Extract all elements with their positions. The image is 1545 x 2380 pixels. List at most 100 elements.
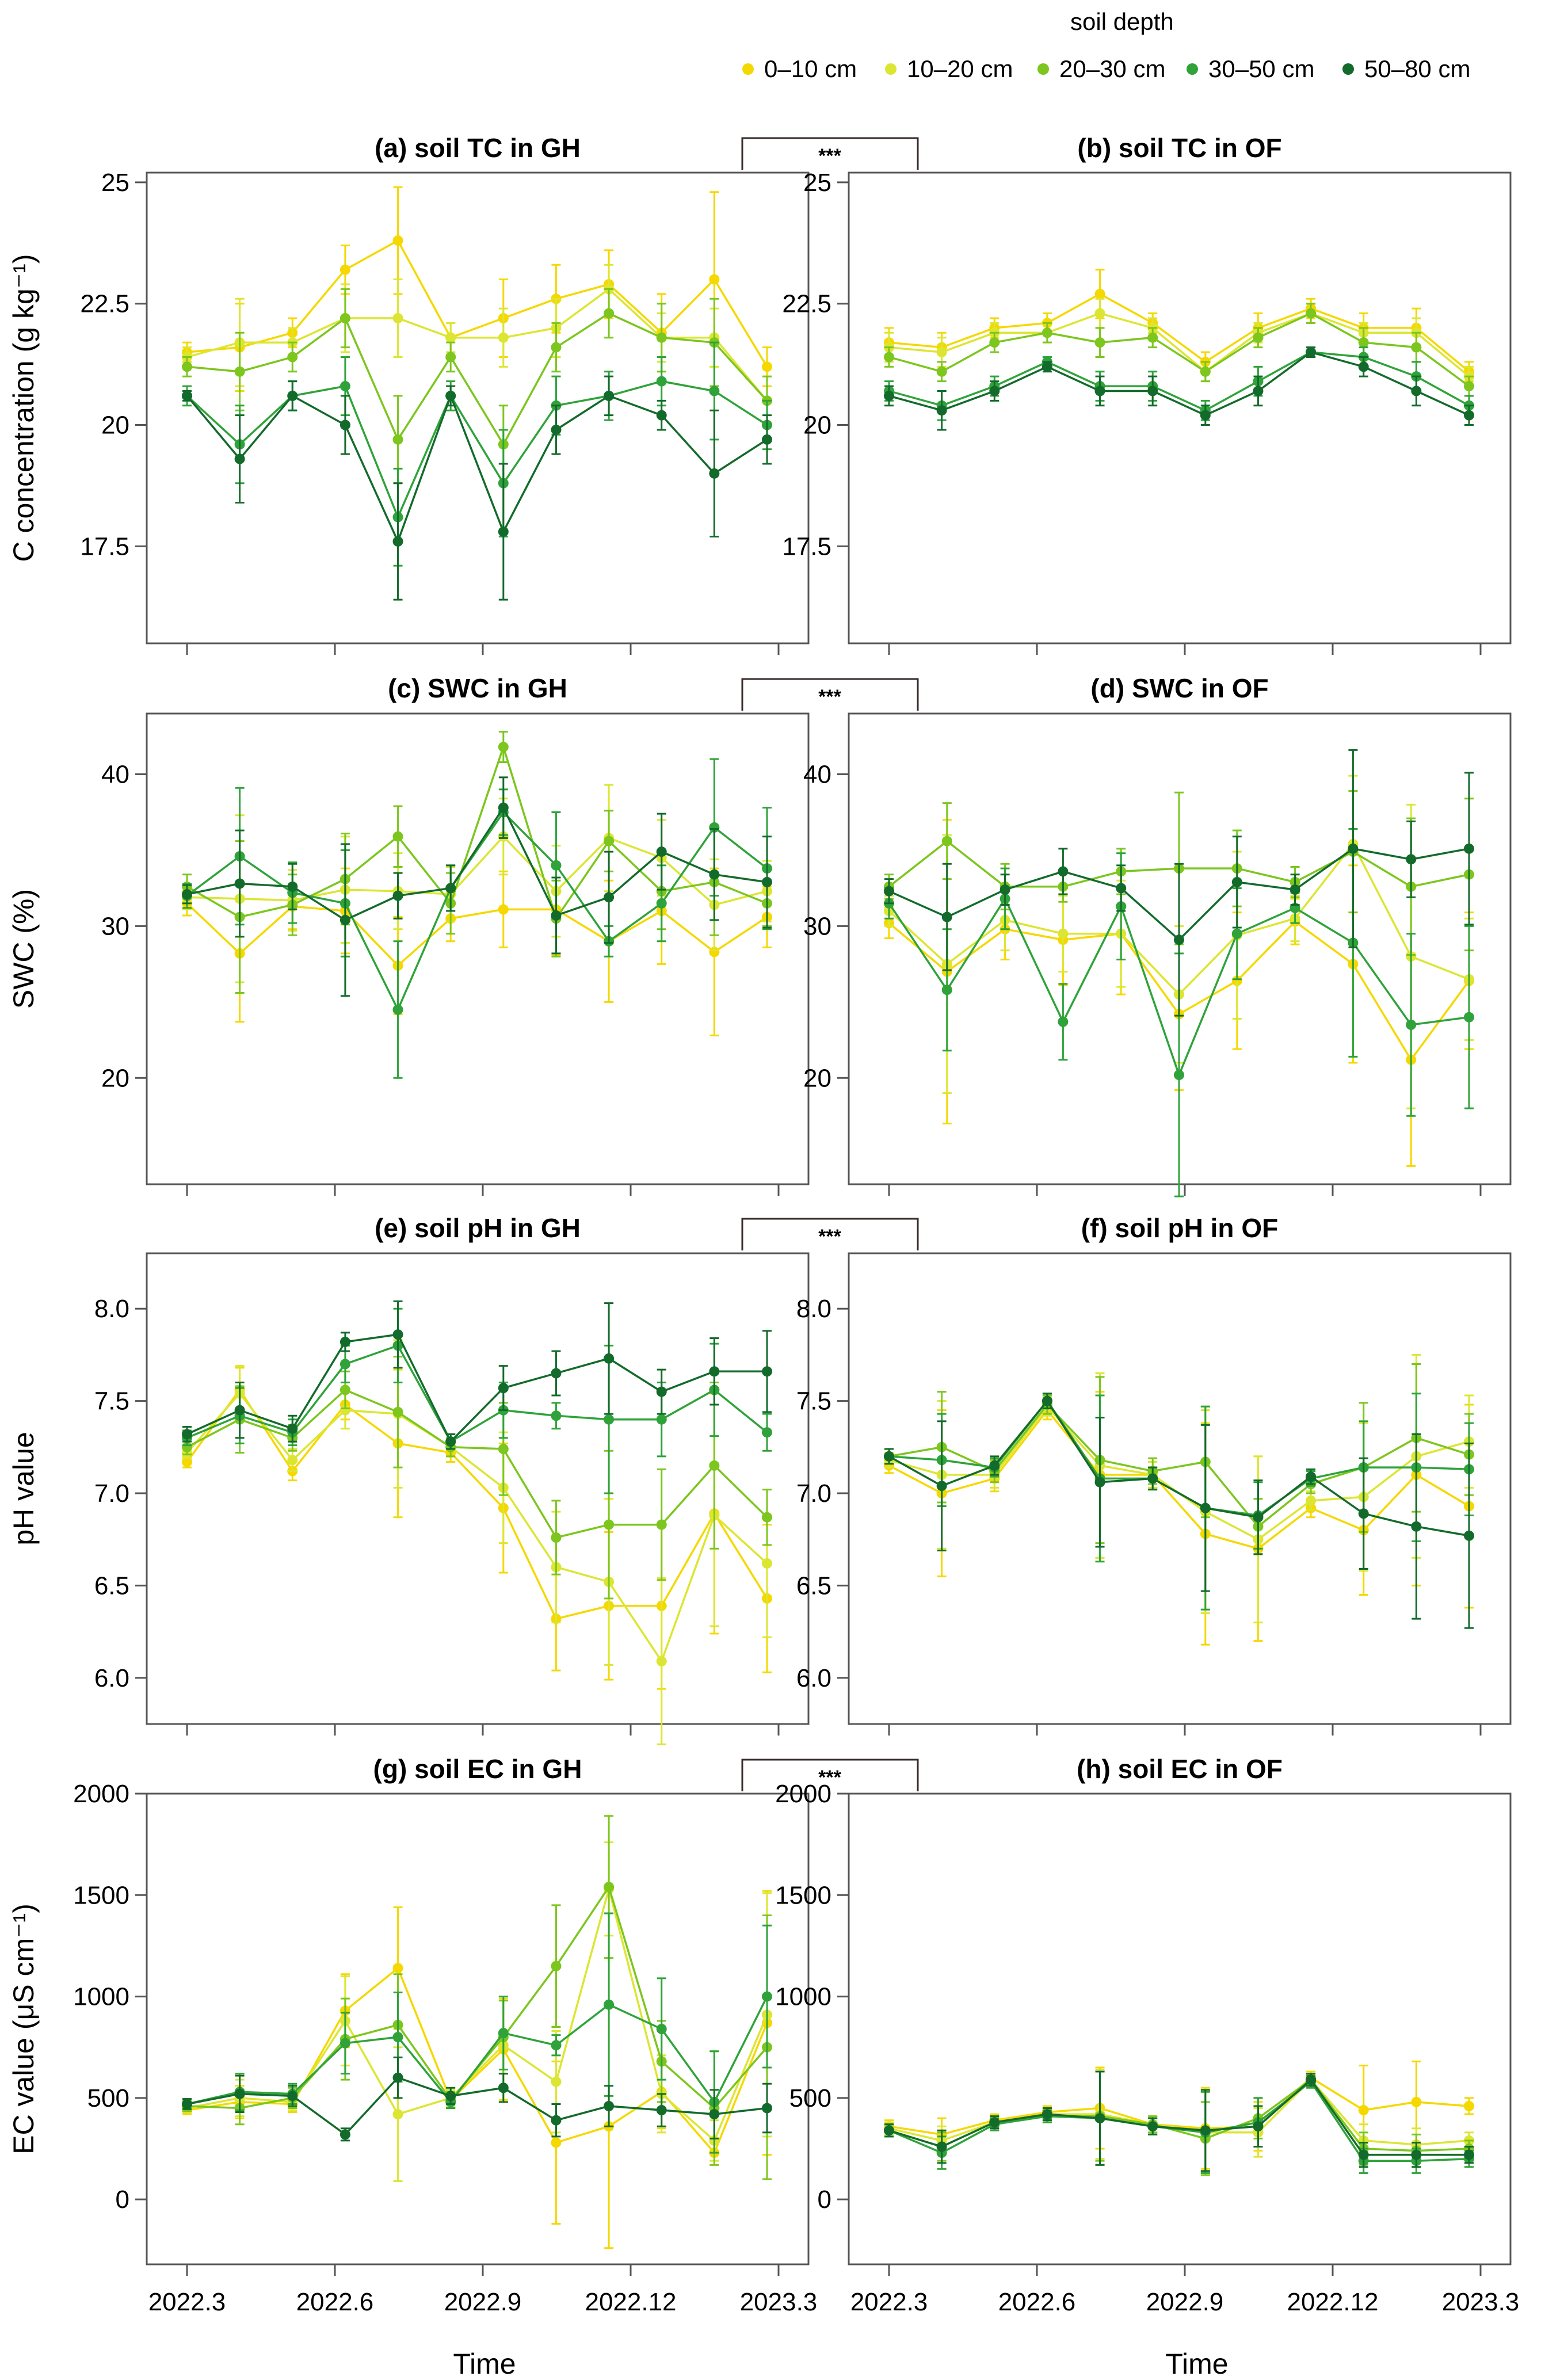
data-point: [709, 386, 720, 396]
y-tick-label: 25: [101, 169, 129, 197]
y-tick-label: 40: [803, 761, 831, 789]
data-point: [762, 2103, 772, 2114]
x-tick-label: 2023.3: [740, 2288, 818, 2316]
data-point: [656, 2024, 667, 2034]
data-point: [392, 2109, 403, 2120]
data-point: [884, 352, 894, 363]
data-point: [445, 352, 456, 363]
series-line: [888, 351, 1470, 417]
panel-8: (h) soil EC in OF 0 500 1000 1500 2000 2022.3 2…: [775, 1754, 1519, 2316]
series-5: [884, 749, 1474, 1017]
series-4: [182, 758, 772, 1079]
data-point: [1406, 854, 1417, 865]
legend-label: 30–50 cm: [1208, 55, 1314, 82]
data-point: [339, 914, 350, 925]
data-point: [941, 985, 952, 996]
x-tick-label: 2022.9: [1146, 2288, 1224, 2316]
data-point: [1306, 347, 1317, 358]
panel-5: (e) soil pH in GH 6.0 6.5 7.0 7.5 8.0 pH value: [7, 1213, 810, 1745]
y-tick-label: 7.0: [796, 1479, 831, 1508]
data-point: [551, 2040, 562, 2051]
data-point: [1147, 332, 1158, 343]
data-point: [1200, 410, 1211, 421]
panel-3: (c) SWC in GH 20 30 40 SWC (%): [7, 673, 810, 1196]
series-line: [186, 312, 768, 447]
series-line: [186, 380, 768, 520]
data-point: [392, 312, 403, 323]
data-point: [1174, 1070, 1184, 1081]
series-line: [186, 835, 768, 906]
x-tick-label: 2023.3: [1442, 2288, 1520, 2316]
significance-bracket: [741, 678, 919, 711]
series-line: [186, 1333, 767, 1444]
y-tick-label: 6.0: [94, 1664, 129, 1692]
data-point: [884, 390, 894, 401]
series-3: [182, 1815, 772, 2180]
series-5: [884, 2070, 1474, 2172]
data-point: [604, 1999, 615, 2010]
data-point: [1411, 386, 1422, 396]
data-point: [392, 831, 403, 842]
data-point: [551, 2076, 562, 2087]
panel-title: (e) soil pH in GH: [375, 1213, 581, 1243]
series-line: [186, 810, 768, 1012]
data-point: [1094, 386, 1105, 396]
data-point: [709, 468, 720, 479]
data-point: [1290, 884, 1300, 895]
y-tick-label: 6.5: [796, 1572, 831, 1600]
data-point: [1231, 876, 1242, 887]
y-tick-label: 1500: [775, 1881, 831, 1909]
series-line: [888, 312, 1470, 387]
data-point: [498, 1383, 509, 1394]
data-point: [884, 886, 894, 897]
data-point: [1094, 337, 1105, 348]
data-point: [287, 390, 298, 401]
legend-marker: [742, 63, 754, 75]
data-point: [498, 2028, 509, 2039]
panels: (a) soil TC in GH 17.5 20 22.5 25 C concentra…: [7, 133, 1519, 2316]
series-5: [182, 2056, 772, 2142]
x-tick-label: 2022.3: [850, 2288, 928, 2316]
data-point: [1094, 2113, 1105, 2124]
data-point: [1358, 1508, 1369, 1519]
series-2: [884, 2069, 1474, 2174]
data-point: [1116, 883, 1127, 894]
series-1: [884, 1363, 1474, 1646]
series-line: [888, 312, 1470, 377]
data-point: [656, 898, 667, 909]
data-point: [551, 2137, 562, 2148]
data-point: [498, 904, 509, 915]
y-axis-label: pH value: [7, 1432, 40, 1545]
data-point: [234, 366, 245, 377]
significance-label: ***: [818, 1226, 841, 1248]
data-point: [709, 1366, 720, 1377]
series-4: [182, 341, 772, 567]
data-point: [339, 2038, 350, 2049]
data-point: [498, 802, 509, 813]
series-line: [888, 292, 1470, 373]
panel-title: (d) SWC in OF: [1090, 673, 1268, 703]
legend-title: soil depth: [1070, 8, 1174, 35]
data-point: [762, 1991, 772, 2002]
panel-frame: [146, 1252, 810, 1725]
data-point: [1464, 1530, 1474, 1541]
data-point: [1058, 928, 1069, 939]
y-tick-label: 1500: [73, 1881, 129, 1909]
data-point: [656, 410, 667, 421]
data-point: [287, 881, 298, 892]
data-point: [551, 424, 562, 435]
y-tick-label: 25: [803, 169, 831, 197]
data-point: [656, 1656, 667, 1666]
data-point: [182, 889, 192, 900]
data-point: [1042, 361, 1052, 372]
series-4: [884, 346, 1474, 421]
series-line: [186, 392, 768, 544]
data-point: [498, 527, 509, 537]
data-point: [1464, 2100, 1474, 2111]
significance-label: ***: [818, 145, 841, 167]
data-point: [709, 822, 720, 833]
data-point: [392, 1963, 403, 1974]
data-point: [287, 2091, 298, 2101]
legend-marker: [1037, 63, 1049, 75]
data-point: [989, 386, 1000, 396]
